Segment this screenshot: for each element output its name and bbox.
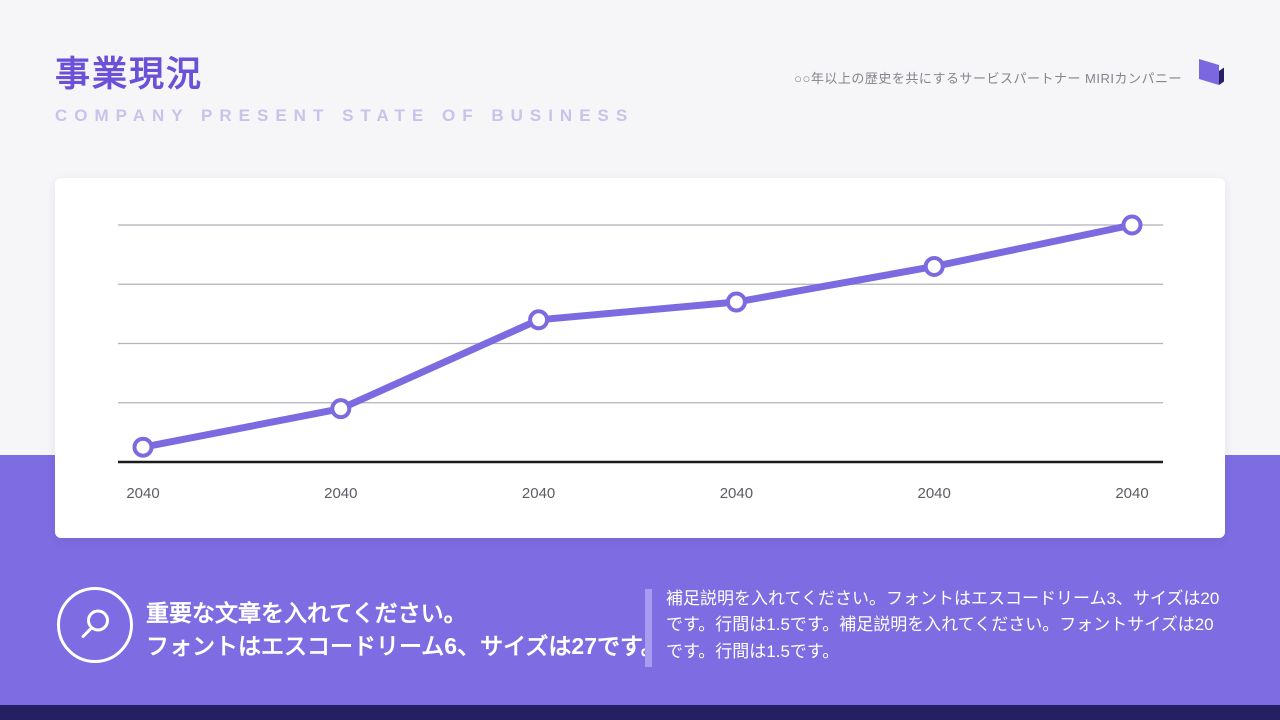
company-tagline: ○○年以上の歴史を共にするサービスパートナー MIRIカンパニー <box>794 71 1182 86</box>
logo-page-shape <box>1199 59 1219 85</box>
key-message-line1: 重要な文章を入れてください。 <box>146 600 467 626</box>
supplementary-note: 補足説明を入れてください。フォントはエスコードリーム3、サイズは20です。行間は… <box>666 589 1220 661</box>
svg-text:2040: 2040 <box>720 485 753 502</box>
page-subtitle: COMPANY PRESENT STATE OF BUSINESS <box>55 106 635 125</box>
magnifier-icon <box>57 587 133 663</box>
chart-card: 2040 2040 2040 2040 2040 2040 <box>55 178 1225 538</box>
key-message-line2: フォントはエスコードリーム6、サイズは27です。 <box>146 633 664 660</box>
svg-text:2040: 2040 <box>918 485 951 502</box>
svg-text:2040: 2040 <box>324 485 357 502</box>
magnifier-glyph <box>81 609 109 638</box>
svg-text:2040: 2040 <box>126 485 159 502</box>
footer-bar <box>0 705 1280 720</box>
logo-fold-shape <box>1219 67 1224 85</box>
page-title: 事業現況 <box>55 55 204 94</box>
key-message: 重要な文章を入れてください。 フォントはエスコードリーム6、サイズは27です。 <box>146 597 664 664</box>
svg-text:2040: 2040 <box>522 485 555 502</box>
business-line-chart: 2040 2040 2040 2040 2040 2040 <box>118 214 1163 502</box>
brand-logo-icon <box>1199 59 1224 85</box>
note-divider <box>645 589 652 667</box>
svg-text:2040: 2040 <box>1115 485 1148 502</box>
